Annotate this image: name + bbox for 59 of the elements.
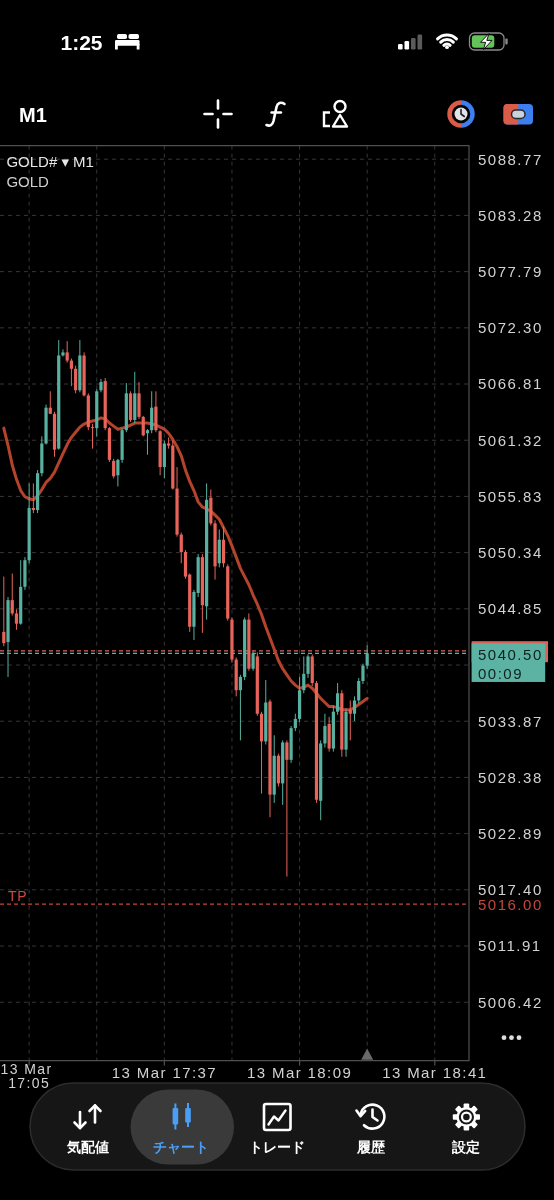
candlestick — [61, 348, 65, 357]
x-tick-label: 13 Mar 17:05 — [0, 1060, 58, 1091]
candlestick — [238, 674, 243, 741]
candlestick — [14, 608, 19, 631]
x-tick-label: 13 Mar 17:37 — [111, 1063, 217, 1081]
y-tick-label: 5055.83 — [478, 487, 543, 505]
candlestick — [357, 677, 361, 705]
candlestick — [10, 573, 14, 616]
candlestick — [90, 423, 95, 450]
y-tick-label: 5033.87 — [478, 712, 543, 730]
ref-line-label: 5040.50 — [478, 646, 543, 664]
candlestick — [150, 390, 154, 434]
candlestick — [348, 699, 352, 741]
candlestick — [154, 390, 158, 433]
text: GOLD — [6, 173, 50, 190]
candlestick — [69, 358, 74, 387]
candlestick — [116, 458, 120, 487]
candlestick — [65, 340, 69, 364]
y-tick-label: 5061.32 — [478, 431, 543, 449]
y-tick-label: 5022.89 — [478, 825, 543, 843]
candlestick — [145, 428, 150, 456]
y-tick-label: 5066.81 — [478, 375, 543, 393]
text: GOLD# ▾ M1 — [6, 153, 94, 170]
y-tick-label: 5088.77 — [478, 150, 543, 168]
candlestick — [162, 439, 166, 479]
candlestick — [141, 415, 145, 437]
candlestick — [48, 390, 52, 415]
candlestick — [323, 713, 327, 749]
text: 気配値 — [65, 1140, 109, 1155]
candlestick — [302, 655, 306, 694]
y-tick-label: 5028.38 — [478, 768, 543, 786]
text: トレード — [248, 1140, 305, 1155]
y-tick-label: 5044.85 — [478, 600, 543, 618]
text: チャート — [153, 1140, 210, 1155]
annotation: TP — [8, 887, 28, 904]
candlestick — [352, 695, 357, 722]
text: M1 — [19, 104, 47, 126]
text: 00:09 — [478, 665, 524, 683]
y-tick-label: 5083.28 — [478, 206, 543, 224]
candlestick — [361, 663, 365, 685]
text: 1:25 — [60, 30, 103, 54]
candlestick — [217, 528, 221, 568]
candlestick — [336, 682, 340, 716]
x-tick-label: 13 Mar 18:09 — [246, 1063, 353, 1081]
candlestick — [2, 576, 6, 647]
candlestick — [221, 525, 226, 568]
candlestick — [285, 739, 289, 878]
candlestick — [179, 532, 183, 564]
text: 履歴 — [356, 1140, 386, 1155]
candlestick — [137, 381, 141, 420]
x-tick-label: 13 Mar 18:41 — [382, 1063, 488, 1081]
y-tick-label: 5006.42 — [478, 993, 543, 1011]
y-tick-label: 5077.79 — [478, 263, 543, 281]
y-tick-label: 5011.91 — [478, 937, 542, 955]
text: 設定 — [451, 1139, 481, 1155]
y-tick-label: 5050.34 — [478, 544, 543, 562]
y-tick-label: 5072.30 — [478, 319, 543, 337]
candlestick — [74, 365, 78, 394]
candlestick — [112, 458, 116, 479]
